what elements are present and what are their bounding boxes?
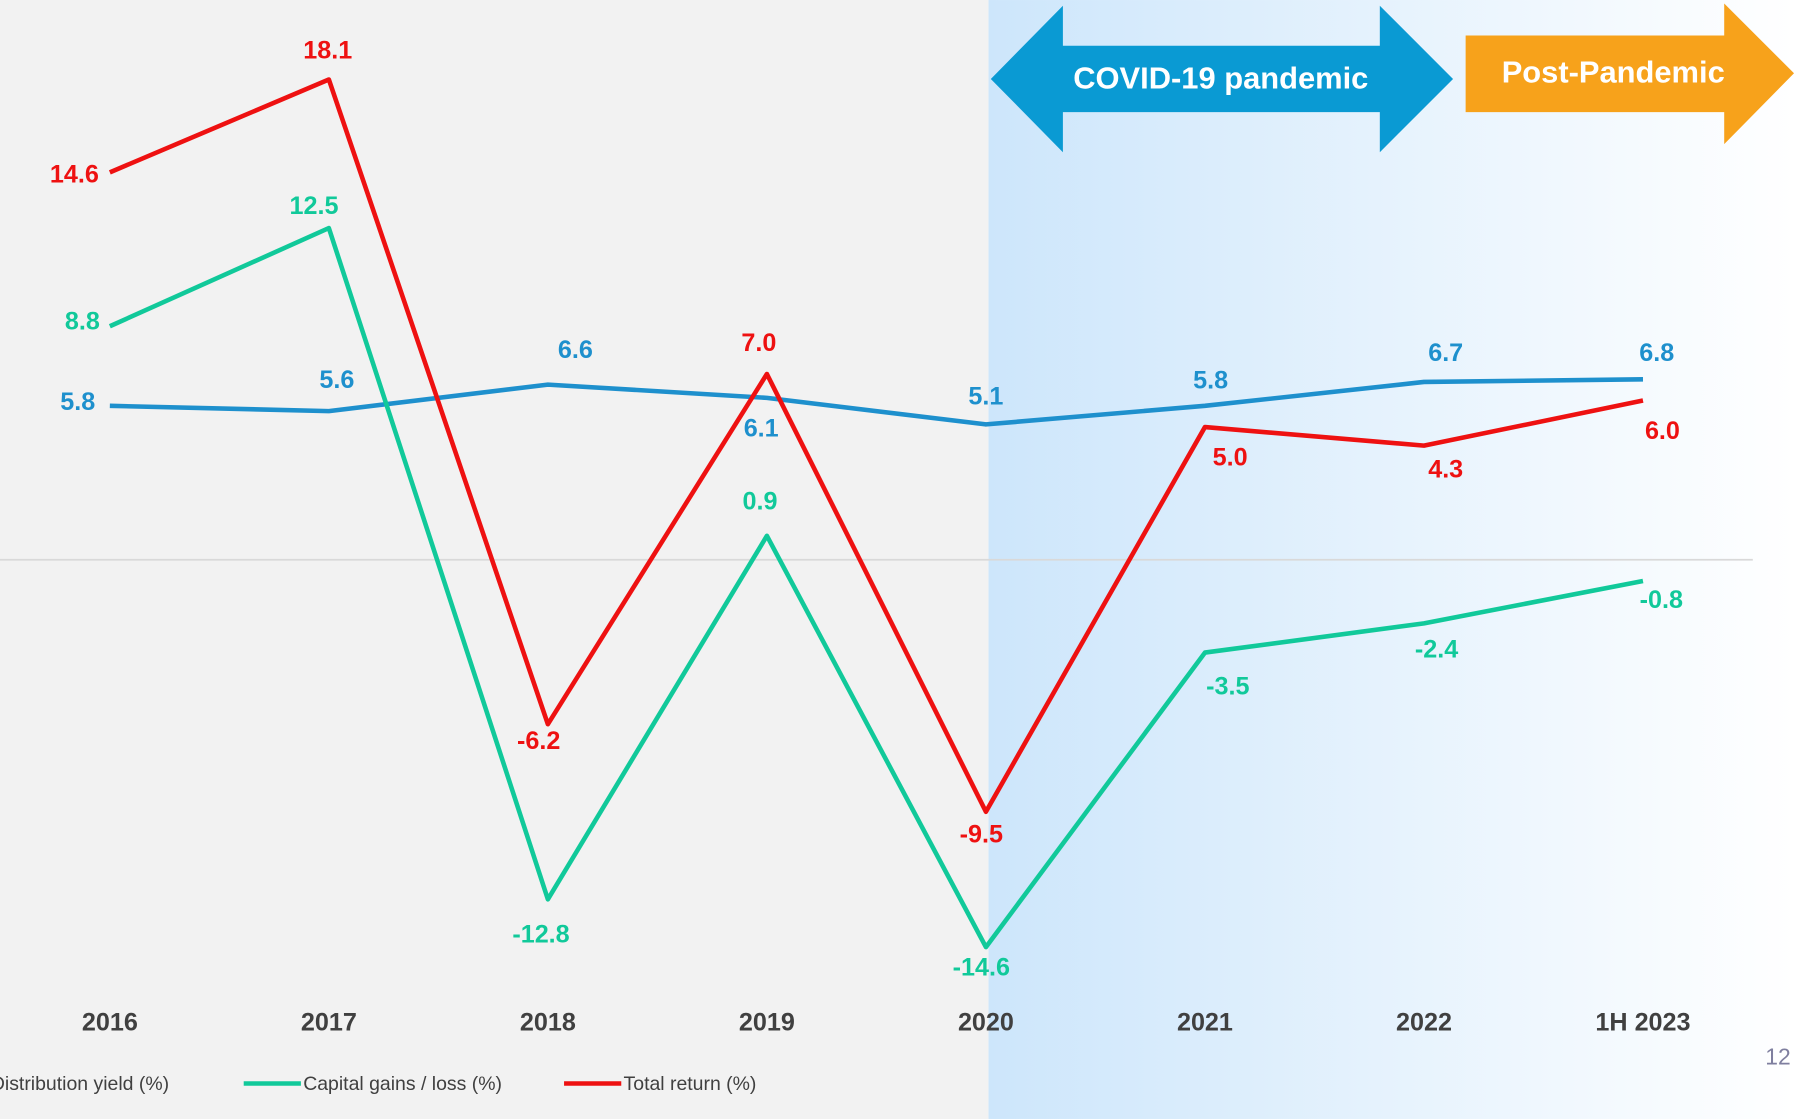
post-pandemic-label: Post-Pandemic [1502,55,1725,90]
data-label: 6.8 [1639,339,1674,367]
data-label: 5.8 [60,388,95,416]
data-label: 5.8 [1193,366,1228,394]
series-line [109,377,1644,427]
data-label: 0.9 [743,487,778,515]
data-label: -9.5 [960,820,1003,848]
x-tick-label: 2019 [739,1009,795,1037]
x-tick-label: 1H 2023 [1595,1009,1690,1037]
data-label: 8.8 [65,307,100,335]
x-tick-label: 2017 [301,1009,357,1037]
data-label: -0.8 [1640,586,1683,614]
x-tick-label: 2021 [1177,1009,1233,1037]
data-label: -6.2 [517,727,560,755]
data-label: 5.0 [1213,444,1248,472]
legend-label: Total return (%) [624,1073,757,1095]
data-label: 6.1 [744,415,779,443]
data-label: -3.5 [1206,673,1249,701]
data-label: 5.1 [968,383,1003,411]
data-label: -12.8 [512,921,569,949]
post-pandemic-arrow [1465,3,1794,145]
data-label: 6.7 [1428,339,1463,367]
data-label: 5.6 [319,366,354,394]
data-label: 14.6 [50,160,99,188]
legend-label: Distribution yield (%) [0,1073,169,1095]
x-tick-label: 2016 [82,1009,138,1037]
covid-arrow [990,5,1454,153]
data-label: -14.6 [953,953,1010,981]
covid-label: COVID-19 pandemic [1073,60,1368,95]
data-label: 18.1 [303,37,352,65]
data-label: 6.6 [558,336,593,364]
series-line [108,77,1644,815]
data-label: 6.0 [1645,417,1680,445]
x-tick-label: 2018 [520,1009,576,1037]
data-label: -2.4 [1415,636,1458,664]
data-label: 4.3 [1428,455,1463,483]
legend-label: Capital gains / loss (%) [303,1073,502,1095]
x-tick-label: 2020 [958,1009,1014,1037]
data-label: 12.5 [289,192,338,220]
page-number: 12 [1765,1043,1790,1069]
series-line [108,225,1644,950]
data-label: 7.0 [741,329,776,357]
x-tick-label: 2022 [1396,1009,1452,1037]
